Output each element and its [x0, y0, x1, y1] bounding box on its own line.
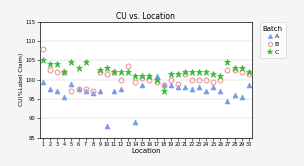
Title: CU vs. Location: CU vs. Location — [116, 12, 175, 21]
Legend: A, B, C: A, B, C — [260, 22, 286, 58]
Y-axis label: CU(%Label Claim): CU(%Label Claim) — [19, 53, 24, 106]
X-axis label: Location: Location — [131, 148, 161, 154]
